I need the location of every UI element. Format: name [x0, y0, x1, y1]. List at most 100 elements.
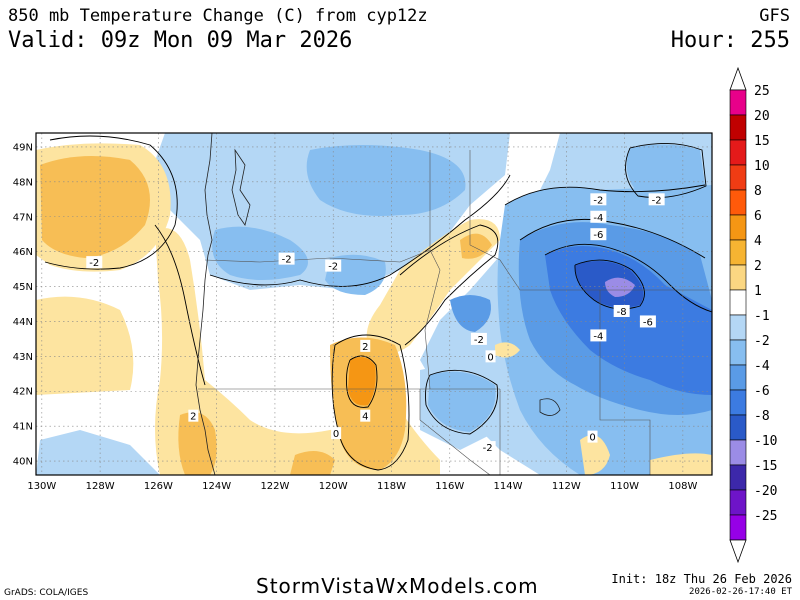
warmer-field-pacific	[40, 156, 150, 258]
lat-tick-label: 47N	[13, 212, 33, 223]
site-watermark: StormVistaWxModels.com	[256, 574, 539, 598]
legend-label: -15	[754, 459, 777, 474]
legend-label: 20	[754, 109, 770, 124]
contour-label-bg	[587, 430, 598, 443]
contour-label-bg	[86, 256, 103, 269]
cold-field-nevada	[428, 371, 496, 432]
lon-tick-label: 114W	[494, 481, 523, 492]
contour-label: -6	[590, 228, 607, 241]
contour-label: -8	[613, 304, 630, 318]
contour-label-text: -2	[282, 255, 292, 266]
contour-neg-two-basin	[425, 369, 499, 435]
contour-label: -2	[648, 193, 665, 206]
legend-swatch	[729, 214, 747, 241]
contour-label-bg	[188, 409, 199, 422]
generated-timestamp: 2026-02-26-17:40 ET	[689, 587, 792, 597]
legend-label: -25	[754, 509, 777, 524]
contour-label-text: -2	[483, 443, 493, 454]
contour-label-text: -6	[593, 230, 603, 241]
contour-label-layer: -2 -2 -2 -2 -2 -2 -2 -4 -6 -8 -6 -4 2 4 2 0 0 0	[86, 193, 665, 454]
contour-label: -2	[278, 252, 295, 266]
contour-neg-two-east	[504, 184, 706, 206]
legend-label: -2	[754, 334, 770, 349]
legend-swatch	[729, 164, 747, 191]
lat-tick-label: 40N	[13, 457, 33, 468]
lon-tick-label: 130W	[27, 481, 56, 492]
contour-label-text: -2	[593, 195, 603, 206]
legend-swatch	[729, 114, 747, 141]
lat-tick-label: 45N	[13, 282, 33, 293]
contour-label-text: 4	[362, 412, 368, 423]
contour-label-bg	[590, 193, 607, 206]
contour-zero-coast	[154, 224, 206, 386]
contour-label: -6	[639, 315, 656, 328]
legend-label: 4	[754, 234, 762, 249]
lon-tick-label: 116W	[435, 481, 464, 492]
legend-label: -1	[754, 309, 770, 324]
contour-label-bg	[639, 315, 656, 328]
contour-label-text: 0	[487, 352, 493, 363]
great-salt-lake	[539, 398, 561, 416]
lat-tick-label: 41N	[13, 422, 33, 433]
map-title: 850 mb Temperature Change (C) from cyp12…	[8, 6, 428, 26]
contour-label: -2	[479, 441, 496, 454]
lon-tick-label: 128W	[86, 481, 115, 492]
colder-spot-basin	[450, 295, 491, 332]
contour-two-oregon	[331, 334, 410, 471]
warm-field-coast	[155, 228, 440, 475]
contour-label: 0	[331, 427, 342, 440]
legend-label: -10	[754, 434, 777, 449]
valid-time: Valid: 09z Mon 09 Mar 2026	[8, 28, 353, 53]
cold-field-ne-corner	[626, 144, 705, 197]
legend-label: -6	[754, 384, 770, 399]
border-id-west	[424, 150, 441, 390]
warm-spot-se	[650, 453, 712, 475]
contour-zero-interior	[209, 174, 511, 287]
warmer-field-calif	[178, 412, 217, 475]
legend-label: 6	[754, 209, 762, 224]
map-frame	[35, 132, 713, 476]
contour-label: 4	[360, 409, 371, 423]
contour-neg-four-east	[519, 218, 706, 259]
legend-label: 8	[754, 184, 762, 199]
contour-label: -4	[590, 329, 607, 342]
cold-field-north	[306, 145, 466, 216]
grads-credit: GrADS: COLA/IGES	[4, 588, 89, 598]
legend-swatch	[729, 139, 747, 166]
warm-field-pacific-south	[36, 296, 134, 395]
init-time: Init: 18z Thu 26 Feb 2026	[611, 572, 792, 586]
legend-swatch	[729, 89, 747, 116]
legend-swatch	[729, 414, 747, 441]
contour-label-text: -2	[89, 258, 99, 269]
contour-label: 0	[587, 430, 598, 444]
cool-field-south	[36, 430, 160, 475]
contour-label-text: -6	[643, 317, 653, 328]
contour-label-text: 0	[333, 429, 339, 440]
contour-neg-eight	[574, 259, 645, 310]
warm-spot-south	[580, 435, 610, 475]
legend-label: -4	[754, 359, 770, 374]
legend-swatch	[729, 264, 747, 291]
contour-label-bg	[590, 329, 607, 342]
state-borders	[198, 150, 712, 475]
contour-two-spine	[399, 224, 499, 346]
model-name: GFS	[759, 6, 790, 26]
legend-swatch	[729, 189, 747, 216]
contour-label-bg	[470, 332, 487, 345]
lat-tick-label: 44N	[13, 317, 33, 328]
contour-label-bg	[278, 252, 295, 265]
contour-label-text: 2	[190, 412, 196, 423]
legend-swatch	[729, 389, 747, 416]
legend-label: 15	[754, 134, 770, 149]
legend-label: -20	[754, 484, 777, 499]
contour-label: -2	[325, 259, 342, 273]
contour-label: 2	[188, 409, 199, 423]
lon-tick-label: 122W	[260, 481, 289, 492]
contour-label-text: -4	[593, 331, 603, 342]
shaded-fields	[36, 133, 712, 475]
legend-swatch	[729, 339, 747, 366]
legend-label: 25	[754, 84, 770, 99]
lon-tick-label: 124W	[202, 481, 231, 492]
legend-swatch	[729, 289, 747, 316]
